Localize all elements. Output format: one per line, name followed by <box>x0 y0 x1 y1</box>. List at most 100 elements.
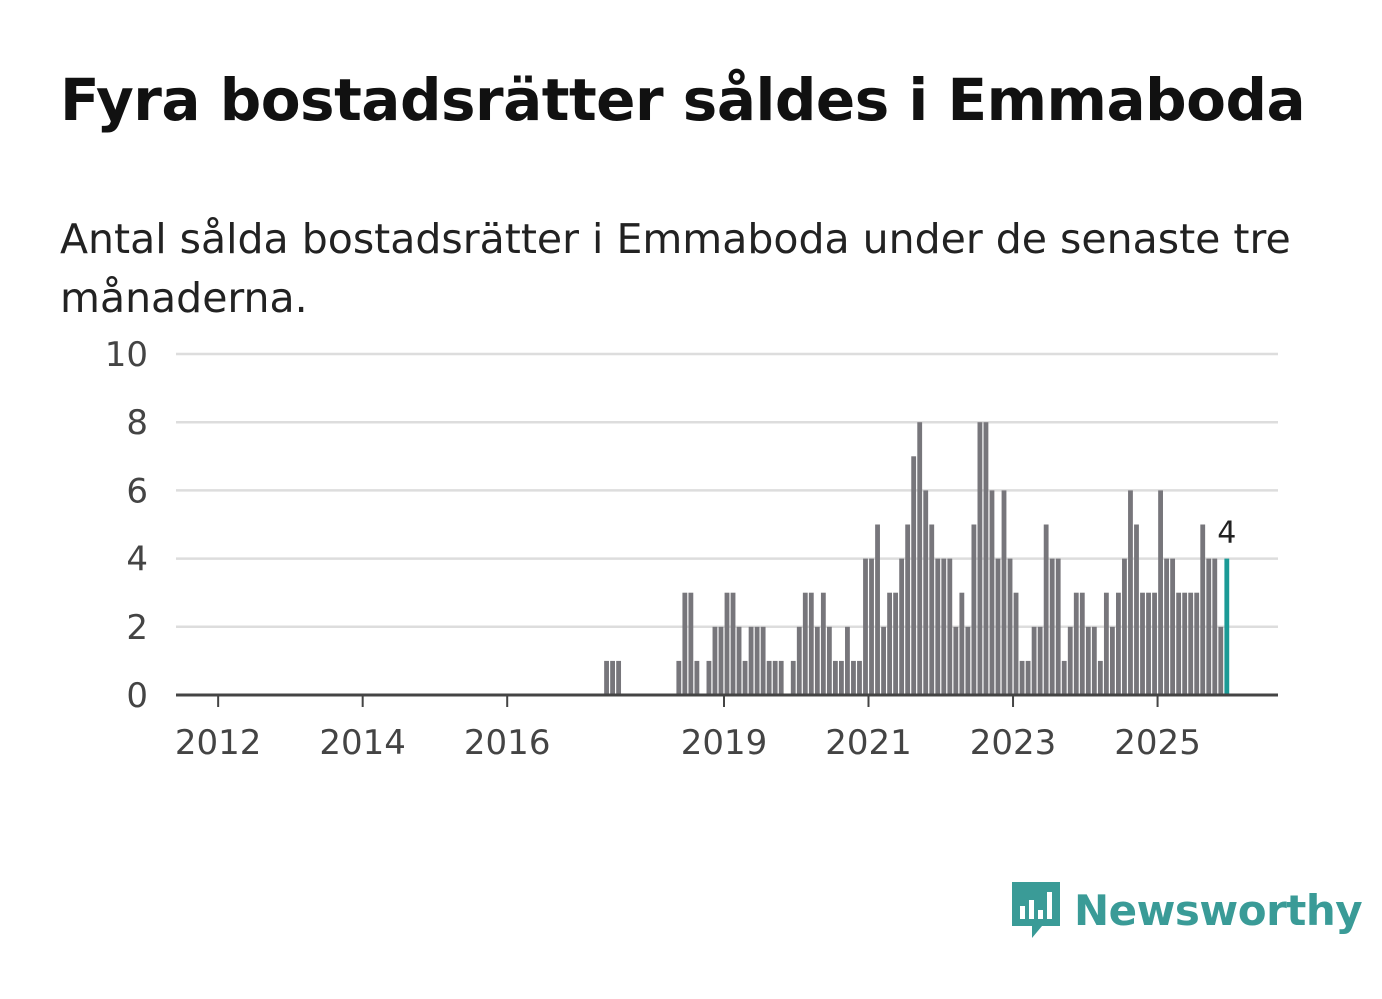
bar <box>995 558 1001 695</box>
bar <box>826 626 832 695</box>
bar <box>718 626 724 695</box>
bar <box>1061 660 1067 695</box>
bar <box>1091 626 1097 695</box>
highlight-bar <box>1224 558 1230 695</box>
bar <box>839 660 844 695</box>
bar <box>610 660 615 695</box>
highlight-value-label: 4 <box>1217 516 1236 551</box>
y-tick-label: 10 <box>105 335 148 375</box>
bar <box>1176 592 1182 695</box>
bar <box>1037 626 1043 695</box>
chart-title: Fyra bostadsrätter såldes i Emmaboda <box>60 66 1306 134</box>
bar <box>1001 490 1007 695</box>
bar <box>796 626 802 695</box>
bar <box>869 558 874 695</box>
x-axis-ticks: 2012 2014 2016 2019 2021 2023 2025 <box>175 695 1201 763</box>
bar <box>1031 626 1037 695</box>
bar <box>1019 660 1025 695</box>
bar <box>712 626 718 695</box>
bar <box>1025 660 1031 695</box>
chart-subtitle: Antal sålda bostadsrätter i Emmaboda und… <box>60 215 1291 322</box>
bar <box>1116 592 1121 695</box>
bar <box>983 422 989 695</box>
bar-chart: 0 2 4 6 8 10 2012 2014 2016 2019 2021 2023 2025 4 <box>105 335 1278 763</box>
bar <box>760 626 766 695</box>
bar <box>1128 490 1133 695</box>
bar <box>851 660 856 695</box>
bar <box>965 626 971 695</box>
bar <box>688 592 694 695</box>
y-tick-label: 6 <box>126 471 148 511</box>
bar <box>1109 626 1115 695</box>
bar <box>977 422 983 695</box>
bar <box>959 592 965 695</box>
bar <box>941 558 947 695</box>
bar <box>1007 558 1013 695</box>
bar <box>917 422 923 695</box>
bar <box>1206 558 1212 695</box>
bar <box>772 660 778 695</box>
bar <box>706 660 712 695</box>
bar <box>1079 592 1085 695</box>
y-tick-label: 8 <box>126 403 148 443</box>
bar <box>929 524 935 695</box>
bar <box>899 558 905 695</box>
bar <box>893 592 899 695</box>
bar <box>989 490 995 695</box>
x-tick-label: 2025 <box>1114 723 1201 763</box>
bar <box>1152 592 1157 695</box>
bar <box>676 660 682 695</box>
bar <box>881 626 886 695</box>
x-tick-label: 2021 <box>825 723 912 763</box>
x-tick-label: 2014 <box>319 723 406 763</box>
bar <box>1085 626 1091 695</box>
bar <box>875 524 880 695</box>
y-axis-ticks: 0 2 4 6 8 10 <box>105 335 148 716</box>
bar <box>887 592 893 695</box>
y-tick-label: 2 <box>126 608 148 648</box>
newsworthy-chart-bubble-icon <box>1012 882 1060 938</box>
bar <box>1170 558 1176 695</box>
bar <box>808 592 814 695</box>
bar <box>616 660 622 695</box>
bar <box>766 660 772 695</box>
bar <box>754 626 760 695</box>
bar <box>1097 660 1103 695</box>
bar <box>863 558 868 695</box>
bar <box>820 592 826 695</box>
bar <box>1013 592 1019 695</box>
bar <box>724 592 730 695</box>
bar <box>1200 524 1206 695</box>
bar <box>857 660 862 695</box>
bar <box>911 456 917 695</box>
bar <box>1164 558 1170 695</box>
bar <box>604 660 609 695</box>
bar <box>1182 592 1188 695</box>
x-tick-label: 2012 <box>175 723 262 763</box>
bar <box>802 592 808 695</box>
bar <box>814 626 820 695</box>
bar <box>935 558 941 695</box>
bar <box>778 660 784 695</box>
bar <box>1218 626 1224 695</box>
bar <box>1122 558 1127 695</box>
bar <box>1043 524 1049 695</box>
bar <box>1055 558 1061 695</box>
bar <box>790 660 796 695</box>
gridlines <box>176 352 1278 629</box>
bar <box>730 592 736 695</box>
bars <box>604 422 1230 695</box>
newsworthy-logo: Newsworthy <box>1010 878 1363 942</box>
bar <box>1188 592 1194 695</box>
brand-name: Newsworthy <box>1074 885 1363 935</box>
data-labels: 4 <box>1217 516 1236 551</box>
y-tick-label: 4 <box>126 540 148 580</box>
bar <box>1194 592 1200 695</box>
bar <box>1073 592 1079 695</box>
bar <box>742 660 748 695</box>
x-tick-label: 2023 <box>970 723 1057 763</box>
bar <box>748 626 754 695</box>
bar <box>953 626 959 695</box>
bar <box>971 524 977 695</box>
bar <box>1140 592 1145 695</box>
